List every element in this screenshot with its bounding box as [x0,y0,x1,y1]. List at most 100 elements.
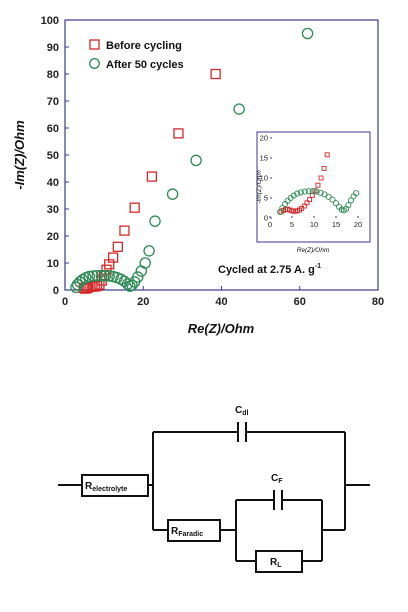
inset-point-after-50-cycles [305,188,312,195]
point-after-50-cycles [139,257,151,269]
legend-marker-after-50-cycles [89,58,100,69]
inset-point-after-50-cycles [317,189,324,196]
inset-x-tick-label: 5 [290,220,294,229]
main-data-points [70,27,314,294]
legend: Before cycling After 50 cycles [89,39,184,71]
inset-point-before-cycling [321,165,327,171]
inset-y-axis-label: -Im(Z)/Ohm [256,170,263,204]
x-axis-label: Re(Z)/Ohm [188,321,255,336]
point-after-50-cycles [99,269,112,282]
inset-x-tick-label: 15 [332,220,340,229]
legend-label-after-50-cycles: After 50 cycles [106,59,184,71]
r-electrolyte-label: Relectrolyte [85,481,127,493]
point-after-50-cycles [143,245,155,257]
inset-frame [256,131,371,243]
point-after-50-cycles [149,215,161,227]
y-tick-label: 50 [47,150,59,162]
y-tick-label: 0 [53,285,59,297]
point-after-50-cycles [74,276,86,288]
point-after-50-cycles [132,271,144,283]
inset-point-before-cycling [324,152,330,158]
inset-x-tick-label: 20 [354,220,362,229]
inset-point-before-cycling [304,200,310,206]
inset-plot: 0 5 10 15 20 0 5 10 15 20 Re(Z)/Ohm -Im(Z)/Ohm [256,131,371,254]
x-tick-label: 0 [62,296,68,308]
r-l-label: RL [270,557,282,569]
inset-x-tick-label: 10 [310,220,318,229]
point-before-cycling [173,128,184,139]
point-after-50-cycles [233,103,245,115]
inset-point-after-50-cycles [332,200,340,207]
inset-data-points [277,152,360,216]
point-after-50-cycles [190,154,202,167]
y-tick-label: 70 [47,96,59,108]
x-tick-label: 40 [215,296,227,308]
inset-y-tick-label: 10 [260,174,268,183]
inset-axis-ticks: 0 5 10 15 20 0 5 10 15 20 [260,134,363,230]
inset-point-after-50-cycles [329,196,336,203]
point-before-cycling [129,202,140,213]
inset-point-after-50-cycles [297,189,304,196]
cycling-annotation: Cycled at 2.75 A. g-1 [218,263,321,276]
legend-marker-before-cycling [89,39,100,50]
legend-label-before-cycling: Before cycling [106,40,182,52]
inset-point-after-50-cycles [345,202,352,209]
inset-point-after-50-cycles [309,188,316,195]
inset-point-before-cycling [301,203,307,209]
x-tick-label: 20 [137,296,149,308]
point-after-50-cycles [166,188,179,200]
inset-y-tick-label: 0 [264,214,268,223]
y-tick-label: 90 [47,42,59,54]
inset-point-before-cycling [318,175,324,181]
inset-point-after-50-cycles [325,193,332,200]
inset-y-tick-label: 20 [260,134,268,143]
point-after-50-cycles [91,269,103,282]
point-after-50-cycles [301,27,314,40]
inset-point-after-50-cycles [294,190,301,197]
point-after-50-cycles [83,270,96,283]
y-tick-label: 60 [47,123,59,135]
point-after-50-cycles [95,269,108,282]
y-tick-label: 40 [47,177,59,189]
inset-point-after-50-cycles [313,188,320,195]
inset-y-tick-label: 5 [264,194,268,203]
x-tick-label: 60 [294,296,306,308]
point-before-cycling [81,282,93,294]
c-f-label: CF [271,473,283,485]
r-faradic-label: RFaradic [171,526,203,538]
inset-x-tick-label: 0 [268,220,272,229]
point-after-50-cycles [126,279,138,291]
point-before-cycling [119,225,130,236]
inset-y-tick-label: 15 [260,154,268,163]
y-tick-label: 30 [47,204,59,216]
c-dl-label: Cdl [235,405,249,417]
equivalent-circuit: Relectrolyte Cdl RFaradic CF RL [58,405,370,573]
inset-x-axis-label: Re(Z)/Ohm [297,247,330,254]
cdl-capacitor-symbol [237,422,247,442]
inset-point-after-50-cycles [301,188,308,195]
inset-point-before-cycling [307,197,313,203]
y-tick-label: 20 [47,231,59,243]
inset-point-before-cycling [315,182,321,188]
inset-point-after-50-cycles [353,190,360,197]
point-before-cycling [146,171,158,182]
point-after-50-cycles [87,270,99,282]
y-tick-label: 100 [41,15,59,27]
r-electrolyte-resistor [81,474,149,497]
x-tick-label: 80 [372,296,384,308]
point-before-cycling [107,252,119,263]
annotation-superscript: -1 [315,263,321,270]
point-after-50-cycles [103,270,115,282]
point-before-cycling [112,241,123,252]
cf-capacitor-symbol [273,490,283,510]
y-tick-label: 10 [47,258,59,270]
y-axis-label: -Im(Z)/Ohm [12,120,27,190]
inset-point-after-50-cycles [290,192,297,199]
r-faradic-resistor [167,519,221,542]
point-after-50-cycles [121,278,134,290]
r-l-resistor [255,550,303,573]
y-tick-label: 80 [47,69,59,81]
